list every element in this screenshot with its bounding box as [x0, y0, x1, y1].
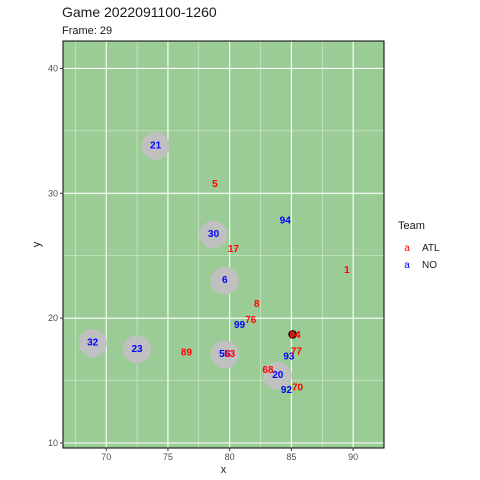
player-circle [199, 220, 228, 249]
y-tick-label: 30 [48, 188, 58, 198]
player-label: 1 [344, 265, 350, 276]
y-axis-title: y [31, 241, 43, 247]
y-tick-label: 40 [48, 63, 58, 73]
player-circle [263, 361, 292, 390]
plot-border [62, 40, 385, 449]
player-circle [141, 131, 170, 160]
player-label: 92 [281, 385, 293, 396]
x-tick-label: 90 [348, 452, 358, 462]
player-label: 23 [132, 344, 144, 355]
legend-label-no: NO [422, 260, 437, 271]
player-circle [78, 329, 107, 358]
legend-title: Team [398, 220, 425, 232]
y-tick-label: 10 [48, 438, 58, 448]
player-circle [123, 335, 152, 364]
player-label: 93 [283, 351, 295, 362]
player-label: 76 [245, 315, 257, 326]
football-marker [288, 330, 297, 339]
player-label: 89 [181, 348, 193, 359]
y-axis-ticks: 10 20 30 40 [48, 63, 63, 448]
legend: Team a ATL a NO [398, 220, 440, 274]
legend-key-no: a [404, 260, 410, 271]
legend-label-atl: ATL [422, 243, 440, 254]
player-label: 5 [212, 179, 218, 190]
major-gridlines [63, 41, 384, 448]
player-label: 56 [219, 349, 231, 360]
player-label: 68 [262, 365, 274, 376]
player-label: 20 [272, 370, 284, 381]
plot-panel [63, 41, 384, 448]
football-icon [288, 330, 297, 339]
x-tick-label: 80 [225, 452, 235, 462]
minor-gridlines [63, 41, 384, 448]
player-circle [210, 266, 239, 295]
player-label: 32 [87, 338, 99, 349]
legend-entry-no: a NO [398, 257, 440, 274]
player-label: 8 [254, 299, 260, 310]
player-label: 17 [228, 244, 240, 255]
x-tick-label: 75 [163, 452, 173, 462]
chart-title: Game 2022091100-1260 [62, 4, 217, 20]
player-label: 21 [150, 140, 162, 151]
chart-subtitle: Frame: 29 [62, 25, 113, 37]
player-label: 94 [280, 215, 292, 226]
player-circle [210, 340, 239, 369]
player-circles [78, 131, 292, 390]
player-label: 77 [291, 346, 303, 357]
player-label: 6 [222, 275, 228, 286]
player-label: 70 [292, 383, 304, 394]
x-tick-label: 70 [101, 452, 111, 462]
x-axis-title: x [221, 464, 227, 476]
y-tick-label: 20 [48, 313, 58, 323]
legend-key-atl: a [404, 243, 410, 254]
player-label: 30 [208, 229, 220, 240]
player-labels: 21 30 6 32 23 56 20 94 99 93 92 5 17 1 8 76 84 77 89 53 68 70 [87, 140, 350, 396]
x-axis-ticks: 70 75 80 85 90 [101, 448, 358, 462]
player-label: 53 [224, 349, 236, 360]
player-label: 99 [234, 320, 246, 331]
x-tick-label: 85 [286, 452, 296, 462]
legend-entry-atl: a ATL [398, 240, 440, 257]
player-label: 84 [290, 330, 302, 341]
